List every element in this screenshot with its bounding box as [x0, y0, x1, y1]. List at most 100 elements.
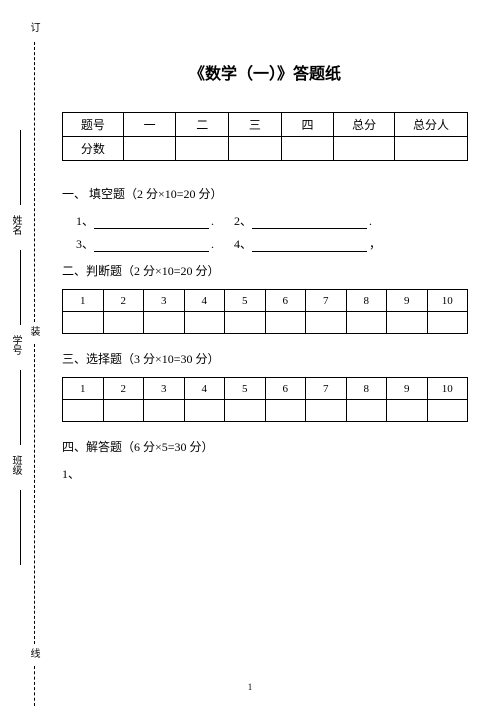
answer-cell: [103, 312, 144, 334]
fill-trail: .: [211, 237, 214, 252]
side-label-name: 姓名: [8, 215, 23, 235]
fill-trail: .: [211, 214, 214, 229]
answer-cell: [144, 400, 185, 422]
answer-header-cell: 8: [346, 290, 387, 312]
score-cell: [281, 137, 334, 161]
score-header-cell: 总分: [334, 113, 395, 137]
score-header-cell: 二: [176, 113, 229, 137]
answer-cell: [184, 400, 225, 422]
answer-header-cell: 8: [346, 378, 387, 400]
answer-header-cell: 3: [144, 290, 185, 312]
table-row: [63, 400, 468, 422]
fill-num: 3、: [76, 235, 94, 252]
answer-header-cell: 4: [184, 290, 225, 312]
answer-header-cell: 6: [265, 378, 306, 400]
answer-header-cell: 6: [265, 290, 306, 312]
section-1-title: 一、 填空题（2 分×10=20 分）: [62, 185, 468, 202]
answer-header-cell: 5: [225, 290, 266, 312]
answer-header-cell: 4: [184, 378, 225, 400]
answer-cell: [144, 312, 185, 334]
score-cell: [395, 137, 468, 161]
answer-cell: [184, 312, 225, 334]
binding-dash: [34, 344, 35, 644]
answer-cell: [225, 312, 266, 334]
answer-cell: [346, 312, 387, 334]
binding-margin: 订 装 线: [28, 0, 38, 706]
fill-blank: [252, 240, 367, 252]
table-row: 1 2 3 4 5 6 7 8 9 10: [63, 290, 468, 312]
answer-header-cell: 2: [103, 378, 144, 400]
answer-header-cell: 10: [427, 378, 468, 400]
score-header-cell: 题号: [63, 113, 124, 137]
score-cell: [229, 137, 282, 161]
answer-cell: [387, 312, 428, 334]
answer-header-cell: 1: [63, 290, 104, 312]
answer-header-cell: 3: [144, 378, 185, 400]
page-number: 1: [0, 682, 500, 692]
fill-row: 3、 . 4、 ，: [76, 235, 468, 252]
fill-item: 3、 .: [76, 235, 214, 252]
fill-item: 2、 .: [234, 212, 372, 229]
score-row-label: 分数: [63, 137, 124, 161]
table-row: [63, 312, 468, 334]
fill-item: 4、 ，: [234, 235, 381, 252]
page-content: 《数学（一）》答题纸 题号 一 二 三 四 总分 总分人 分数 一、 填空题（2…: [62, 60, 468, 482]
score-header-cell: 总分人: [395, 113, 468, 137]
answer-header-cell: 7: [306, 290, 347, 312]
binding-char-top: 订: [26, 22, 41, 32]
answer-header-cell: 9: [387, 290, 428, 312]
answer-cell: [103, 400, 144, 422]
binding-dash: [34, 42, 35, 322]
fill-item: 1、 .: [76, 212, 214, 229]
essay-q1: 1、: [62, 465, 468, 482]
score-cell: [123, 137, 176, 161]
binding-char-mid: 装: [26, 326, 41, 336]
answer-header-cell: 9: [387, 378, 428, 400]
answer-cell: [306, 400, 347, 422]
page-title: 《数学（一）》答题纸: [62, 60, 468, 84]
section-2-title: 二、判断题（2 分×10=20 分）: [62, 262, 468, 279]
fill-trail: .: [369, 214, 372, 229]
fill-num: 4、: [234, 235, 252, 252]
table-row: 1 2 3 4 5 6 7 8 9 10: [63, 378, 468, 400]
answer-header-cell: 2: [103, 290, 144, 312]
side-underline: [20, 130, 21, 205]
answer-cell: [265, 400, 306, 422]
answer-cell: [427, 312, 468, 334]
section-4-title: 四、解答题（6 分×5=30 分）: [62, 438, 468, 455]
fill-trail: ，: [369, 235, 381, 252]
side-info: 姓名 学号 班级: [8, 0, 26, 706]
score-table: 题号 一 二 三 四 总分 总分人 分数: [62, 112, 468, 161]
fill-num: 2、: [234, 212, 252, 229]
answer-cell: [346, 400, 387, 422]
judgment-table: 1 2 3 4 5 6 7 8 9 10: [62, 289, 468, 334]
score-cell: [176, 137, 229, 161]
side-underline: [20, 490, 21, 565]
table-row: 题号 一 二 三 四 总分 总分人: [63, 113, 468, 137]
answer-cell: [63, 400, 104, 422]
fill-row: 1、 . 2、 .: [76, 212, 468, 229]
answer-cell: [63, 312, 104, 334]
score-header-cell: 一: [123, 113, 176, 137]
answer-cell: [225, 400, 266, 422]
answer-header-cell: 5: [225, 378, 266, 400]
score-header-cell: 三: [229, 113, 282, 137]
side-underline: [20, 250, 21, 325]
side-underline: [20, 370, 21, 445]
answer-header-cell: 7: [306, 378, 347, 400]
answer-cell: [387, 400, 428, 422]
side-label-class: 班级: [8, 455, 23, 475]
answer-header-cell: 10: [427, 290, 468, 312]
fill-num: 1、: [76, 212, 94, 229]
choice-table: 1 2 3 4 5 6 7 8 9 10: [62, 377, 468, 422]
answer-cell: [306, 312, 347, 334]
answer-cell: [265, 312, 306, 334]
answer-header-cell: 1: [63, 378, 104, 400]
fill-blank: [94, 217, 209, 229]
side-label-id: 学号: [8, 335, 23, 355]
table-row: 分数: [63, 137, 468, 161]
score-cell: [334, 137, 395, 161]
section-3-title: 三、选择题（3 分×10=30 分）: [62, 350, 468, 367]
answer-cell: [427, 400, 468, 422]
score-header-cell: 四: [281, 113, 334, 137]
